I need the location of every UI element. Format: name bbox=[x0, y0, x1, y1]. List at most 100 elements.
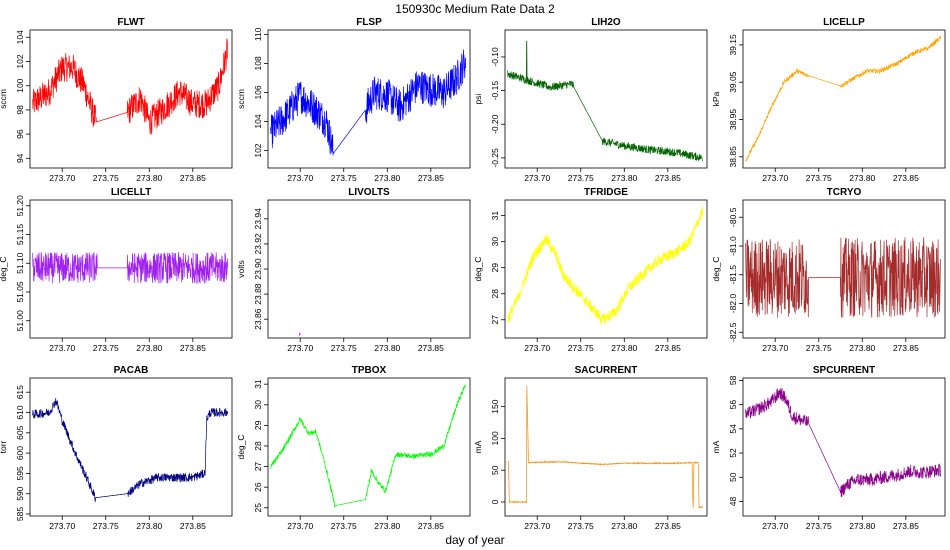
panel-title: FLSP bbox=[356, 17, 382, 28]
y-tick-label: -0.25 bbox=[490, 148, 500, 168]
y-tick-label: -82.0 bbox=[728, 294, 738, 314]
x-tick-label: 273.80 bbox=[611, 521, 637, 531]
x-tick-label: 273.70 bbox=[762, 521, 788, 531]
y-tick-label: 31 bbox=[490, 211, 500, 221]
panel-licellt: LICELLT deg_C 273.70 273.75 273.80 273.85 51.0… bbox=[0, 187, 233, 353]
y-tick-label: 38.85 bbox=[728, 146, 738, 168]
y-tick-label: 31 bbox=[253, 379, 263, 389]
y-tick-label: 50 bbox=[490, 465, 500, 475]
x-tick-label: 273.70 bbox=[524, 521, 550, 531]
series-line bbox=[745, 237, 941, 318]
y-tick-label: -0.20 bbox=[490, 114, 500, 134]
panel-licellp: LICELLP kPa 273.70 273.75 273.80 273.85 38.85 3… bbox=[711, 17, 946, 183]
x-tick-label: 273.75 bbox=[568, 173, 594, 183]
y-tick-label: 52 bbox=[728, 448, 738, 458]
x-tick-label: 273.75 bbox=[331, 343, 357, 353]
panel-tpbox: TPBOX deg_C 273.70 273.75 273.80 273.85 25 26 27… bbox=[236, 365, 471, 531]
y-tick-label: 102 bbox=[253, 143, 263, 157]
x-tick-label: 273.70 bbox=[762, 343, 788, 353]
x-tick-label: 273.85 bbox=[418, 521, 444, 531]
series-line bbox=[745, 387, 941, 498]
x-tick-label: 273.85 bbox=[655, 521, 681, 531]
series-line bbox=[270, 384, 466, 508]
x-tick-label: 273.80 bbox=[136, 173, 162, 183]
panel-lih2o: LIH2O psi 273.70 273.75 273.80 273.85 -0.25 -0.… bbox=[473, 17, 708, 183]
panel-title: TPBOX bbox=[352, 365, 387, 376]
y-tick-label: 51.20 bbox=[15, 195, 25, 217]
plot-frame bbox=[742, 29, 946, 169]
y-tick-label: 96 bbox=[15, 129, 25, 139]
y-tick-label: 104 bbox=[253, 114, 263, 128]
x-tick-label: 273.70 bbox=[49, 521, 75, 531]
panel-title: SPCURRENT bbox=[813, 365, 875, 376]
y-tick-label: 23.92 bbox=[253, 233, 263, 255]
series-line bbox=[507, 41, 703, 162]
y-axis-label: volts bbox=[236, 260, 246, 277]
panel-title: LIVOLTS bbox=[348, 187, 390, 198]
series-line bbox=[270, 49, 466, 156]
panel-sacurrent: SACURRENT mA 273.70 273.75 273.80 273.85 0 50 10… bbox=[473, 365, 708, 531]
x-tick-label: 273.80 bbox=[849, 343, 875, 353]
y-tick-label: 51.10 bbox=[15, 252, 25, 274]
y-tick-label: 38.95 bbox=[728, 109, 738, 131]
y-tick-label: 98 bbox=[15, 105, 25, 115]
y-tick-label: 100 bbox=[15, 78, 25, 92]
series-line bbox=[745, 35, 941, 163]
y-tick-label: 25 bbox=[253, 503, 263, 513]
y-tick-label: 58 bbox=[728, 375, 738, 385]
y-tick-label: 30 bbox=[490, 237, 500, 247]
panel-tcryo: TCRYO deg_C 273.70 273.75 273.80 273.85 -82.5 -… bbox=[711, 187, 946, 353]
x-tick-label: 273.85 bbox=[180, 173, 206, 183]
series-line bbox=[298, 332, 301, 336]
y-tick-label: 610 bbox=[15, 405, 25, 419]
x-tick-label: 273.80 bbox=[849, 521, 875, 531]
figure-title: 150930c Medium Rate Data 2 bbox=[395, 2, 555, 16]
x-tick-label: 273.85 bbox=[180, 343, 206, 353]
plot-frame bbox=[504, 199, 708, 339]
y-tick-label: 26 bbox=[253, 482, 263, 492]
y-axis-label: psi bbox=[473, 93, 483, 104]
y-tick-label: -0.15 bbox=[490, 81, 500, 101]
x-tick-label: 273.75 bbox=[806, 521, 832, 531]
y-tick-label: 51.15 bbox=[15, 224, 25, 246]
x-tick-label: 273.80 bbox=[136, 343, 162, 353]
y-axis-label: mA bbox=[711, 440, 721, 453]
x-tick-label: 273.75 bbox=[806, 343, 832, 353]
figure-xlabel: day of year bbox=[445, 533, 504, 547]
y-tick-label: 23.90 bbox=[253, 258, 263, 280]
x-tick-label: 273.80 bbox=[374, 521, 400, 531]
x-tick-label: 273.70 bbox=[287, 173, 313, 183]
y-tick-label: 28 bbox=[253, 441, 263, 451]
y-tick-label: -81.5 bbox=[728, 265, 738, 285]
y-tick-label: 94 bbox=[15, 153, 25, 163]
y-tick-label: 615 bbox=[15, 385, 25, 399]
plot-frame bbox=[267, 199, 471, 339]
series-line bbox=[32, 398, 228, 503]
y-tick-label: 104 bbox=[15, 30, 25, 44]
x-tick-label: 273.85 bbox=[418, 343, 444, 353]
y-tick-label: 29 bbox=[490, 263, 500, 273]
y-tick-label: 39.05 bbox=[728, 71, 738, 93]
panel-title: FLWT bbox=[117, 17, 144, 28]
y-tick-label: 0 bbox=[490, 499, 500, 504]
y-tick-label: 585 bbox=[15, 507, 25, 521]
x-tick-label: 273.75 bbox=[331, 521, 357, 531]
panel-flsp: FLSP sccm 273.70 273.75 273.80 273.85 102 104 10… bbox=[236, 17, 471, 183]
y-tick-label: 27 bbox=[490, 315, 500, 325]
panel-spcurrent: SPCURRENT mA 273.70 273.75 273.80 273.85 48 50 5… bbox=[711, 365, 946, 531]
y-tick-label: 23.88 bbox=[253, 283, 263, 305]
y-axis-label: sccm bbox=[236, 89, 246, 109]
y-tick-label: 600 bbox=[15, 446, 25, 460]
x-tick-label: 273.85 bbox=[893, 521, 919, 531]
y-axis-label: mA bbox=[473, 440, 483, 453]
x-tick-label: 273.75 bbox=[93, 173, 119, 183]
plot-frame bbox=[742, 199, 946, 339]
y-tick-label: 110 bbox=[253, 27, 263, 41]
y-tick-label: -0.10 bbox=[490, 47, 500, 67]
x-tick-label: 273.70 bbox=[287, 521, 313, 531]
x-tick-label: 273.75 bbox=[93, 521, 119, 531]
y-axis-label: torr bbox=[0, 440, 8, 453]
y-tick-label: 150 bbox=[490, 399, 500, 413]
panel-title: LIH2O bbox=[591, 17, 621, 28]
x-tick-label: 273.80 bbox=[374, 343, 400, 353]
